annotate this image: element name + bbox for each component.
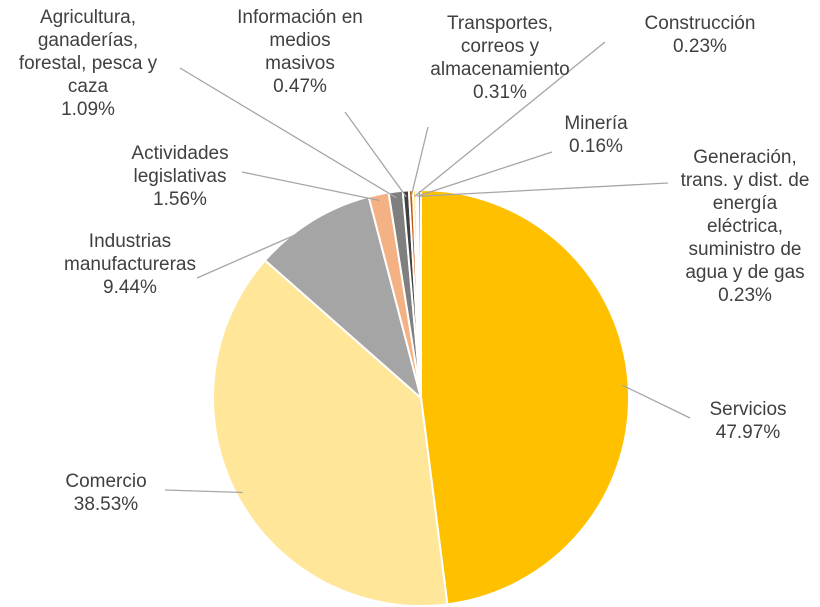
category-label: Información en medios masivos [237, 7, 363, 74]
value-label: 38.53% [73, 494, 139, 515]
leader-line [164, 489, 243, 494]
category-label: Minería [564, 113, 628, 134]
category-label: Servicios [709, 399, 787, 420]
value-label: 0.47% [273, 76, 327, 97]
category-label: Actividades legislativas [131, 143, 229, 187]
value-label: 1.09% [61, 99, 115, 120]
value-label: 0.23% [673, 36, 727, 57]
leader-line [179, 67, 397, 199]
data-label: Agricultura, ganaderías, forestal, pesca… [19, 6, 157, 121]
leader-line [344, 111, 407, 198]
value-label: 0.31% [473, 82, 527, 103]
data-label: Generación, trans. y dist. de energía el… [681, 146, 810, 307]
leader-line [416, 151, 553, 197]
pie-slice [212, 258, 449, 607]
leader-line [196, 225, 316, 279]
category-label: Transportes, correos y almacenamiento [430, 13, 570, 80]
data-label: Transportes, correos y almacenamiento 0.3… [430, 12, 569, 104]
data-label: Información en medios masivos 0.47% [237, 6, 363, 98]
category-label: Industrias manufactureras [63, 231, 197, 275]
category-label: Construcción [644, 13, 756, 34]
data-label: Servicios 47.97% [709, 398, 786, 444]
pie-slice [416, 188, 422, 399]
data-label: Minería 0.16% [564, 112, 627, 158]
data-label: Industrias manufactureras 9.44% [64, 230, 196, 299]
data-label: Construcción 0.23% [645, 12, 756, 58]
value-label: 0.16% [569, 136, 623, 157]
leader-line [414, 41, 606, 197]
value-label: 1.56% [153, 189, 207, 210]
category-label: Generación, trans. y dist. de energía el… [680, 147, 810, 283]
value-label: 47.97% [715, 422, 781, 443]
data-label: Actividades legislativas 1.56% [131, 142, 228, 211]
leader-line [419, 182, 669, 197]
leader-line [410, 126, 429, 197]
value-label: 0.23% [718, 285, 772, 306]
value-label: 9.44% [103, 277, 157, 298]
category-label: Comercio [65, 471, 147, 492]
leader-line [241, 171, 380, 202]
data-label: Comercio 38.53% [65, 470, 146, 516]
leader-line [622, 384, 691, 419]
pie-slice [420, 188, 630, 606]
category-label: Agricultura, ganaderías, forestal, pesca… [18, 7, 158, 97]
pie-slice [263, 195, 423, 401]
